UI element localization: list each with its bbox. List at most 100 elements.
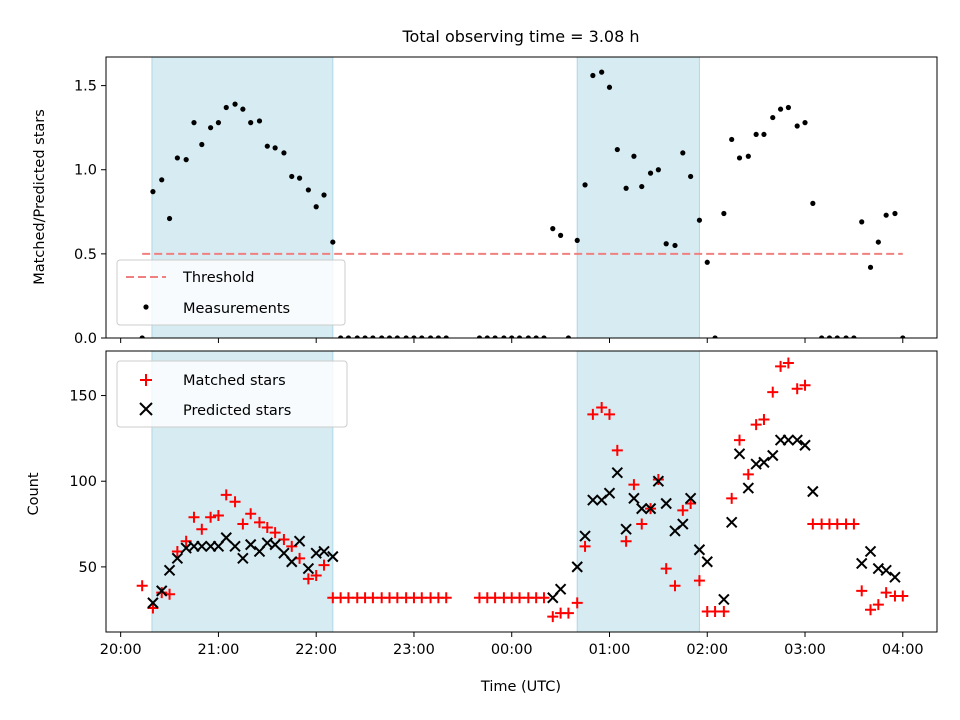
top-y-tick-label: 1.5: [74, 79, 97, 95]
top-measurement-point: [419, 335, 425, 338]
bottom-panel: 50 100 150 20:00 21:00 22:00 23:00 00:00 01:00 02…: [69, 350, 938, 658]
bottom-matched-point: [212, 509, 224, 521]
top-measurement-point: [623, 185, 629, 191]
top-measurement-point: [139, 335, 145, 338]
top-measurement-point: [484, 335, 490, 338]
top-measurement-point: [215, 120, 222, 126]
bottom-predicted-point: [237, 552, 249, 565]
top-measurement-point: [403, 335, 409, 338]
bottom-matched-point: [253, 516, 265, 528]
bottom-predicted-point: [701, 556, 713, 568]
top-measurement-point: [859, 219, 865, 225]
x-tick-label: 04:00: [882, 642, 924, 658]
bottom-matched-point: [596, 402, 608, 414]
bottom-predicted-point: [677, 518, 689, 530]
top-measurement-point: [525, 335, 531, 338]
top-measurement-point: [296, 175, 303, 181]
bottom-predicted-point: [660, 497, 672, 510]
top-measurement-point: [794, 123, 800, 129]
bottom-predicted-point: [196, 540, 208, 553]
top-measurement-point: [199, 141, 205, 148]
bottom-matched-point: [547, 611, 559, 623]
x-tick-label: 23:00: [393, 642, 435, 658]
bottom-matched-point: [742, 468, 754, 480]
top-measurement-point: [892, 210, 898, 217]
bottom-predicted-point: [293, 535, 306, 547]
bottom-matched-point: [872, 599, 884, 611]
legend-matched-swatch: [140, 374, 152, 386]
bottom-predicted-point: [603, 487, 616, 499]
bottom-matched-point: [603, 408, 615, 420]
top-measurement-point: [166, 215, 173, 222]
top-measurement-point: [501, 335, 507, 338]
top-measurement-point: [900, 335, 906, 338]
top-measurement-point: [819, 335, 825, 338]
bottom-matched-point: [726, 492, 738, 504]
bottom-matched-point: [677, 504, 689, 516]
x-tick-label: 21:00: [198, 642, 240, 658]
bottom-legend: Matched stars Predicted stars: [116, 360, 348, 428]
bottom-predicted-point: [620, 523, 632, 535]
top-measurement-point: [370, 335, 376, 338]
top-axes-frame: [105, 56, 938, 339]
bottom-matched-point: [302, 573, 314, 585]
bottom-matched-point: [856, 585, 868, 597]
top-panel: 0.0 0.5 1.0 1.5 Threshold Measurements: [74, 56, 938, 347]
top-measurement-point: [476, 335, 483, 338]
bottom-y-axis-label: Count: [26, 472, 42, 515]
bottom-matched-point: [587, 408, 599, 420]
top-measurement-point: [313, 204, 319, 210]
top-measurement-point: [639, 183, 645, 190]
bottom-matched-point: [848, 518, 860, 530]
bottom-predicted-point: [611, 466, 624, 479]
top-measurement-point: [379, 335, 385, 338]
top-measurement-point: [565, 335, 572, 338]
top-measurement-point: [174, 155, 180, 161]
bottom-predicted-point: [782, 434, 795, 446]
top-measurement-point: [240, 106, 246, 112]
bottom-predicted-point: [587, 494, 599, 506]
bottom-predicted-point: [856, 557, 868, 570]
top-measurement-point: [826, 335, 833, 338]
bottom-predicted-point: [733, 448, 746, 460]
top-measurement-point: [736, 155, 743, 161]
bottom-predicted-point: [571, 561, 583, 573]
bottom-predicted-point: [318, 545, 330, 558]
top-legend-box: [116, 259, 346, 326]
legend-predicted-swatch: [139, 402, 153, 416]
bottom-predicted-point: [880, 564, 892, 577]
bottom-matched-point: [562, 607, 574, 619]
bottom-matched-point: [310, 569, 322, 581]
top-y-tick-label: 1.0: [74, 163, 97, 179]
bottom-matched-point: [799, 379, 811, 391]
bottom-predicted-point: [156, 585, 168, 597]
legend-threshold-label: Threshold: [182, 270, 254, 286]
top-measurement-point: [558, 232, 564, 238]
bottom-matched-point: [278, 533, 290, 545]
top-measurement-point: [802, 120, 808, 126]
bottom-predicted-point: [286, 556, 298, 568]
top-measurement-point: [688, 173, 694, 180]
bottom-matched-point: [636, 518, 648, 530]
top-measurement-point: [289, 173, 295, 180]
bottom-predicted-point: [644, 502, 657, 515]
bottom-matched-point: [440, 592, 452, 604]
top-measurement-point: [843, 335, 849, 338]
bottom-predicted-point: [725, 516, 738, 529]
bottom-matched-point: [269, 527, 281, 539]
top-measurement-point: [354, 335, 360, 338]
bottom-predicted-point: [684, 492, 697, 505]
bottom-predicted-point: [791, 434, 803, 446]
top-measurement-point: [574, 237, 580, 244]
bottom-matched-point: [758, 414, 770, 426]
bottom-predicted-point: [807, 485, 819, 498]
bottom-predicted-point: [229, 540, 241, 553]
bottom-matched-point: [791, 383, 803, 395]
top-y-axis-label: Matched/Predicted stars: [32, 109, 48, 285]
bottom-predicted-point: [652, 475, 665, 487]
bottom-matched-point: [156, 587, 168, 599]
bottom-matched-point: [237, 518, 249, 530]
top-measurement-point: [745, 153, 751, 159]
top-measurement-point: [810, 200, 816, 206]
